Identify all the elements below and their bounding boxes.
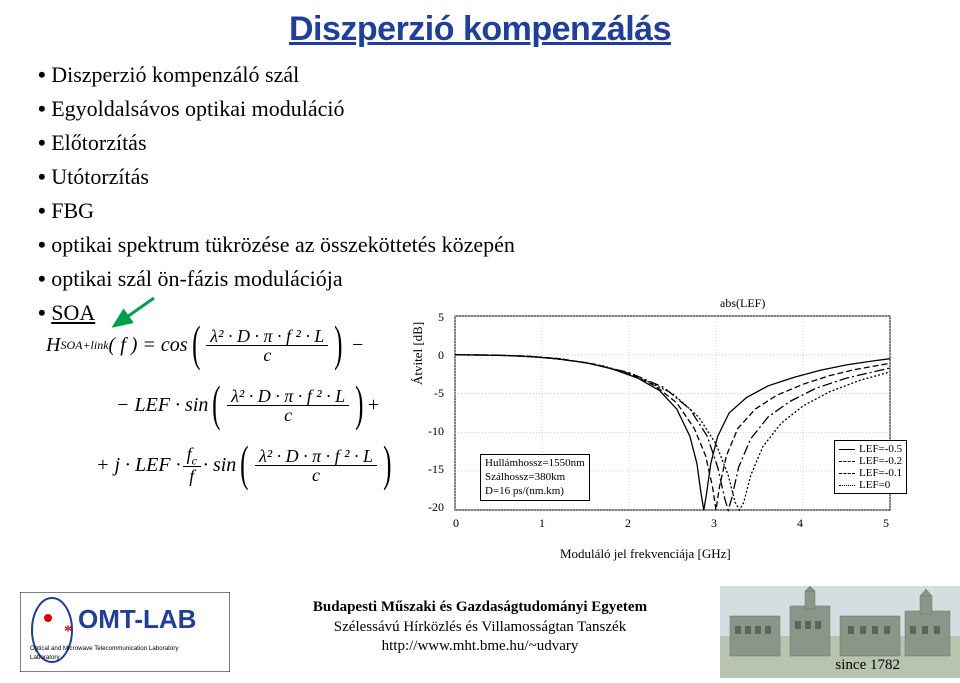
bullet-item: Egyoldalsávos optikai moduláció bbox=[38, 96, 515, 122]
svg-text:OMT-LAB: OMT-LAB bbox=[78, 604, 196, 634]
x-tick: 2 bbox=[625, 516, 631, 531]
footer: OMT-LAB Optical and Microwave Telecommun… bbox=[0, 586, 960, 678]
x-tick: 3 bbox=[711, 516, 717, 531]
footer-since: since 1782 bbox=[835, 657, 900, 674]
page-title: Diszperzió kompenzálás bbox=[0, 0, 960, 49]
chart-series-legend: LEF=-0.5LEF=-0.2LEF=-0.1LEF=0 bbox=[834, 440, 907, 494]
bullet-item: Diszperzió kompenzáló szál bbox=[38, 62, 515, 88]
bullet-item: FBG bbox=[38, 198, 515, 224]
bullet-item: Előtorzítás bbox=[38, 130, 515, 156]
transfer-chart bbox=[430, 310, 910, 540]
y-tick: -5 bbox=[434, 386, 444, 401]
bullet-item: Utótorzítás bbox=[38, 164, 515, 190]
y-axis-label: Átvitel [dB] bbox=[410, 322, 426, 385]
transfer-formula: HSOA+link ( f ) = cos ( λ² · D · π · f ²… bbox=[46, 320, 396, 500]
y-tick: -10 bbox=[428, 424, 444, 439]
omt-lab-logo: OMT-LAB Optical and Microwave Telecommun… bbox=[20, 592, 230, 672]
x-tick: 0 bbox=[453, 516, 459, 531]
y-tick: 5 bbox=[438, 310, 444, 325]
y-tick: 0 bbox=[438, 348, 444, 363]
y-tick: -15 bbox=[428, 462, 444, 477]
bullet-item: optikai szál ön-fázis modulációja bbox=[38, 266, 515, 292]
x-axis-label: Moduláló jel frekvenciája [GHz] bbox=[560, 546, 731, 562]
y-tick: -20 bbox=[428, 500, 444, 515]
footer-text: Budapesti Műszaki és Gazdaságtudományi E… bbox=[260, 598, 700, 657]
x-tick: 1 bbox=[539, 516, 545, 531]
chart-title: abs(LEF) bbox=[720, 296, 765, 311]
svg-text:*: * bbox=[64, 623, 72, 640]
x-tick: 4 bbox=[797, 516, 803, 531]
svg-text:Laboratory: Laboratory bbox=[30, 654, 60, 661]
x-tick: 5 bbox=[883, 516, 889, 531]
svg-text:Optical and Microwave Telecomm: Optical and Microwave Telecommunication … bbox=[30, 645, 179, 652]
chart-params-legend: Hullámhossz=1550nm Szálhossz=380km D=16 … bbox=[480, 454, 590, 501]
bullet-item: optikai spektrum tükrözése az összekötte… bbox=[38, 232, 515, 258]
